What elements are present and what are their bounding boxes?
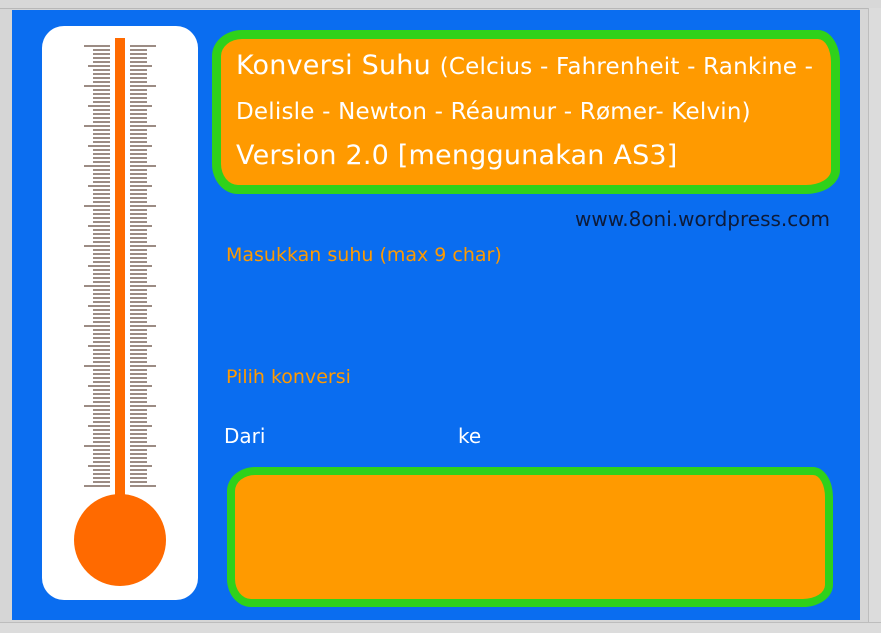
title-converters: (Celcius - Fahrenheit - Rankine - Delisl… (236, 54, 814, 125)
title-main: Konversi Suhu (236, 50, 431, 81)
title-banner (212, 30, 840, 194)
window-scrollbar-track (868, 8, 881, 622)
website-link[interactable]: www.8oni.wordpress.com (575, 207, 830, 231)
window-top-border (0, 0, 881, 9)
title-version: Version 2.0 [menggunakan AS3] (236, 140, 678, 171)
temperature-input-label: Masukkan suhu (max 9 char) (226, 244, 502, 266)
conversion-label: Pilih konversi (226, 366, 351, 388)
window-bottom-border (0, 622, 881, 633)
from-label: Dari (224, 424, 266, 448)
thermometer-column (115, 38, 125, 500)
thermometer-bulb (74, 494, 166, 586)
to-label: ke (458, 424, 482, 448)
result-panel (227, 467, 833, 607)
app-title: Konversi Suhu (Celcius - Fahrenheit - Ra… (236, 44, 836, 178)
